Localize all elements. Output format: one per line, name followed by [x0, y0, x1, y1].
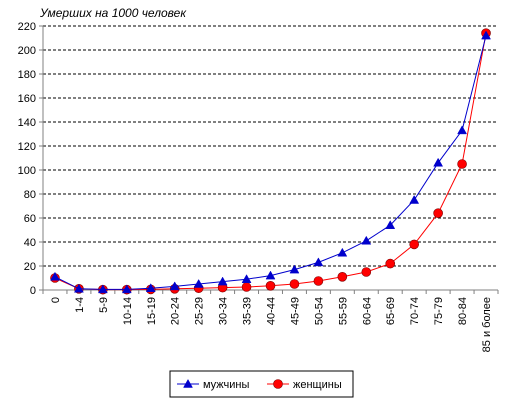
x-tick-label: 1-4	[74, 297, 86, 313]
x-tick-labels: 0 1-4 5-9 10-14 15-19 20-24 25-29 30-34 35-39 40-…	[50, 297, 493, 352]
x-tick-label: 65-69	[385, 297, 397, 325]
data-point-triangle	[313, 257, 324, 267]
data-point-triangle	[241, 274, 252, 283]
gridlines	[43, 25, 498, 267]
y-tick-label: 180	[18, 69, 36, 81]
y-tick-label: 80	[24, 189, 36, 201]
series-women	[50, 28, 491, 295]
y-tick-labels: 0 20 40 60 80 100 120 140 160 180 200 220	[18, 21, 36, 297]
data-point-circle	[265, 280, 276, 291]
legend-label: женщины	[293, 379, 342, 391]
data-point-triangle	[289, 264, 300, 274]
x-tick-label: 15-19	[146, 297, 158, 325]
y-tick-label: 20	[24, 261, 36, 273]
data-point-circle	[241, 282, 252, 292]
data-point-circle	[457, 159, 467, 169]
data-point-triangle	[337, 247, 348, 257]
data-point-triangle	[265, 270, 276, 280]
data-point-triangle	[121, 284, 132, 294]
data-point-triangle	[457, 125, 468, 135]
data-point-triangle	[50, 271, 60, 281]
y-axis-label: Умерших на 1000 человек	[39, 6, 187, 20]
x-tick-label: 20-24	[170, 297, 182, 325]
x-tick-label: 5-9	[98, 297, 110, 313]
data-point-triangle	[361, 235, 372, 245]
data-point-triangle	[433, 157, 444, 167]
data-point-circle	[433, 208, 443, 218]
y-tick-label: 60	[24, 213, 36, 225]
y-tick-label: 220	[18, 21, 36, 33]
data-point-circle	[313, 276, 324, 286]
y-tick-label: 120	[18, 141, 36, 153]
data-point-circle	[361, 267, 372, 277]
data-point-triangle	[145, 283, 156, 292]
x-tick-label: 80-84	[457, 297, 469, 325]
x-tick-label: 0	[50, 297, 62, 303]
x-tick-label: 10-14	[122, 297, 134, 325]
y-tick-label: 0	[30, 285, 36, 297]
x-tick-label: 60-64	[361, 297, 373, 325]
legend-box	[169, 370, 354, 398]
y-tick-label: 160	[18, 93, 36, 105]
data-point-circle	[337, 271, 348, 282]
data-point-circle	[385, 258, 396, 269]
data-point-triangle	[217, 276, 228, 286]
data-point-triangle	[97, 284, 108, 294]
x-tick-label: 50-54	[313, 297, 325, 325]
x-tick-label: 30-34	[218, 297, 230, 325]
data-point-triangle	[169, 281, 180, 291]
legend-label: мужчины	[203, 379, 249, 391]
x-tick-label: 25-29	[194, 297, 206, 325]
data-point-triangle	[409, 194, 420, 204]
data-point-triangle	[73, 283, 84, 293]
x-tick-label: 85 и более	[481, 297, 493, 352]
x-tick-label: 35-39	[242, 297, 254, 325]
data-point-triangle	[183, 378, 193, 388]
data-point-triangle	[385, 220, 396, 229]
y-tick-label: 200	[18, 45, 36, 57]
data-point-circle	[289, 279, 300, 289]
x-tick-label: 40-44	[266, 297, 278, 325]
series-men	[50, 30, 491, 294]
data-point-circle	[409, 239, 419, 250]
data-point-triangle	[193, 278, 204, 288]
y-tick-label: 140	[18, 117, 36, 129]
x-tick-label: 55-59	[337, 297, 349, 325]
legend: мужчины женщины	[169, 370, 354, 398]
y-tick-label: 40	[24, 237, 36, 249]
series-line	[54, 33, 487, 291]
y-tick-label: 100	[18, 165, 36, 177]
x-tick-label: 75-79	[433, 297, 445, 325]
data-point-triangle	[481, 30, 491, 40]
x-tick-label: 70-74	[409, 297, 421, 325]
data-point-circle	[273, 379, 283, 389]
series	[50, 28, 491, 295]
x-tick-label: 45-49	[289, 297, 301, 325]
axes	[39, 25, 499, 294]
